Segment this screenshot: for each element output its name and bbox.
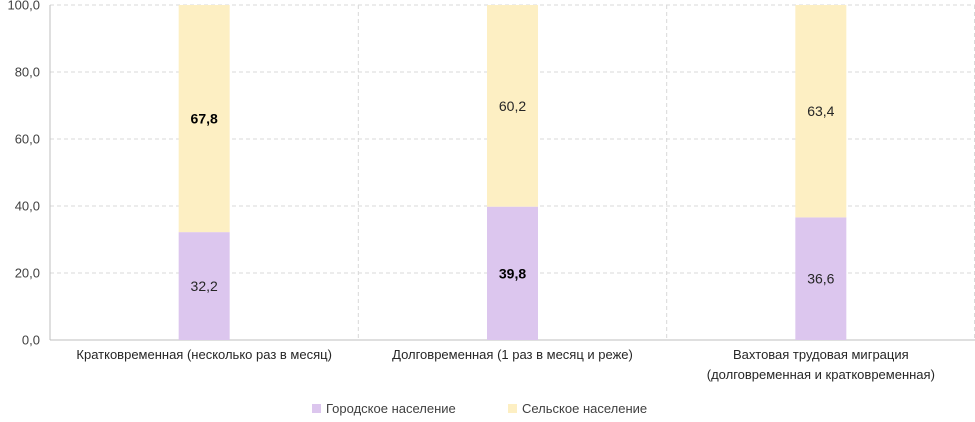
bar-segment xyxy=(178,232,230,340)
data-label: 39,8 xyxy=(499,265,526,281)
legend-label: Сельское население xyxy=(522,401,647,416)
y-tick-label: 0,0 xyxy=(22,333,40,348)
bar-segment xyxy=(487,5,538,207)
category-label: (долговременная и кратковременная) xyxy=(707,367,935,382)
legend-label: Городское население xyxy=(326,401,456,416)
y-tick-label: 60,0 xyxy=(15,132,40,147)
bar-segment xyxy=(795,217,847,340)
bars xyxy=(178,5,847,340)
data-label: 60,2 xyxy=(499,98,526,114)
y-tick-label: 80,0 xyxy=(15,65,40,80)
bar-segment xyxy=(487,206,538,340)
data-label: 63,4 xyxy=(807,103,834,119)
y-tick-label: 40,0 xyxy=(15,199,40,214)
category-label: Вахтовая трудовая миграция xyxy=(733,347,909,362)
category-label: Долговременная (1 раз в месяц и реже) xyxy=(392,347,633,362)
bar-segment xyxy=(795,5,847,218)
legend-swatch xyxy=(508,404,517,413)
y-tick-label: 20,0 xyxy=(15,266,40,281)
data-label: 67,8 xyxy=(191,111,218,127)
y-tick-label: 100,0 xyxy=(7,0,40,13)
data-label: 36,6 xyxy=(807,271,834,287)
legend-swatch xyxy=(312,404,321,413)
data-labels: 32,2 67,8 39,8 60,2 36,6 63,4 xyxy=(191,98,835,294)
bar-segment xyxy=(178,5,230,233)
category-label: Кратковременная (несколько раз в месяц) xyxy=(76,347,331,362)
data-label: 32,2 xyxy=(191,278,218,294)
legend: Городское население Сельское население xyxy=(312,401,647,416)
category-labels: Кратковременная (несколько раз в месяц) Д… xyxy=(76,347,934,382)
